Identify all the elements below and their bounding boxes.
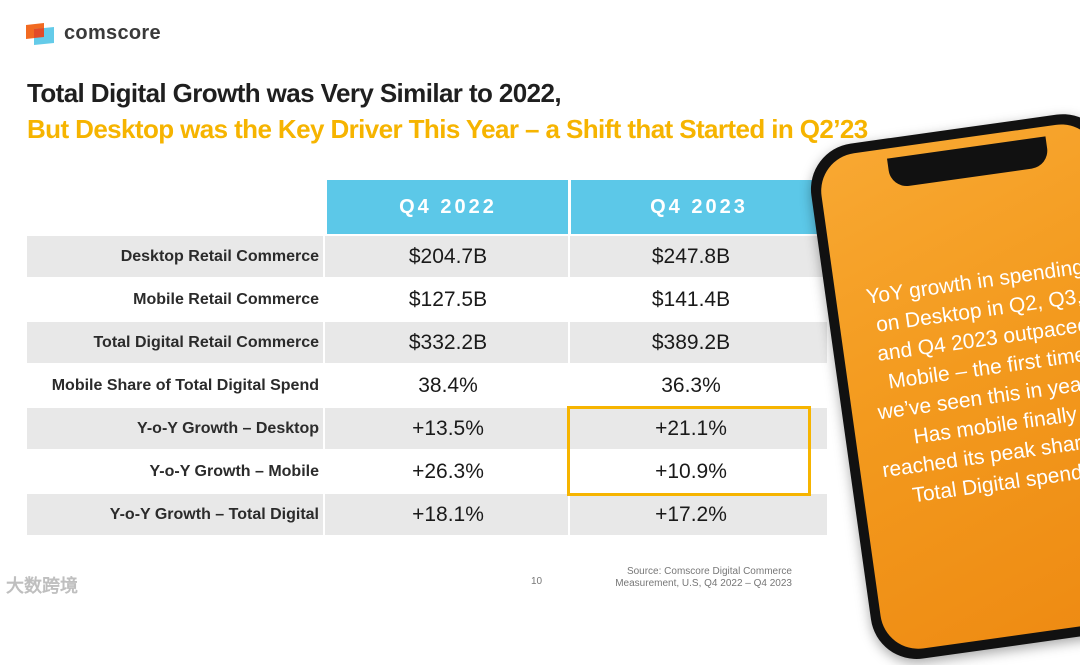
column-divider — [568, 180, 570, 537]
table-row: Mobile Share of Total Digital Spend 38.4… — [27, 365, 827, 406]
cell-q4-2023: $389.2B — [651, 330, 731, 354]
page-subtitle: But Desktop was the Key Driver This Year… — [27, 114, 868, 144]
row-label: Y-o-Y Growth – Mobile — [149, 462, 320, 480]
cell-q4-2022: $127.5B — [408, 287, 488, 311]
cell-q4-2022: +13.5% — [412, 416, 484, 440]
row-label: Y-o-Y Growth – Total Digital — [109, 505, 319, 523]
row-label: Y-o-Y Growth – Desktop — [137, 419, 319, 437]
cell-q4-2023: 36.3% — [661, 373, 721, 397]
cell-q4-2022: +26.3% — [412, 459, 484, 483]
cell-q4-2023: $141.4B — [651, 287, 731, 311]
cell-q4-2023: +10.9% — [655, 459, 727, 483]
table-row: Y-o-Y Growth – Desktop +13.5% +21.1% — [27, 408, 827, 449]
cell-q4-2022: +18.1% — [412, 502, 484, 526]
source-line-1: Source: Comscore Digital Commerce — [626, 566, 792, 577]
table-row: Mobile Retail Commerce $127.5B $141.4B — [27, 279, 827, 320]
cell-q4-2023: +17.2% — [655, 502, 727, 526]
growth-highlight-box — [567, 406, 811, 496]
brand-name: comscore — [64, 22, 161, 44]
watermark: 大数跨境 — [6, 576, 78, 596]
table-row: Desktop Retail Commerce $204.7B $247.8B — [27, 236, 827, 277]
table-row: Y-o-Y Growth – Mobile +26.3% +10.9% — [27, 451, 827, 492]
row-label: Total Digital Retail Commerce — [93, 333, 319, 351]
cell-q4-2022: 38.4% — [418, 373, 478, 397]
row-label: Mobile Retail Commerce — [133, 290, 319, 308]
row-label: Mobile Share of Total Digital Spend — [51, 376, 319, 394]
table-row: Y-o-Y Growth – Total Digital +18.1% +17.… — [27, 494, 827, 535]
column-header-q4-2023: Q4 2023 — [571, 180, 827, 234]
phone-callout: YoY growth in spending on Desktop in Q2,… — [805, 108, 1080, 665]
cell-q4-2023: $247.8B — [651, 244, 731, 268]
row-label: Desktop Retail Commerce — [120, 247, 319, 265]
phone-notch — [887, 136, 1050, 189]
table-row: Total Digital Retail Commerce $332.2B $3… — [27, 322, 827, 363]
page-title: Total Digital Growth was Very Similar to… — [27, 78, 562, 108]
source-note: Source: Comscore Digital Commerce Measur… — [615, 566, 792, 590]
source-line-2: Measurement, U.S, Q4 2022 – Q4 2023 — [615, 578, 792, 589]
page-number: 10 — [531, 576, 543, 587]
comscore-logo: comscore — [26, 22, 161, 45]
cell-q4-2022: $204.7B — [408, 244, 488, 268]
comscore-logo-icon — [26, 22, 54, 45]
callout-text: YoY growth in spending on Desktop in Q2,… — [864, 255, 1080, 508]
cell-q4-2023: +21.1% — [655, 416, 727, 440]
phone-screen: YoY growth in spending on Desktop in Q2,… — [816, 119, 1080, 654]
cell-q4-2022: $332.2B — [408, 330, 488, 354]
column-header-q4-2022: Q4 2022 — [327, 180, 569, 234]
column-divider — [323, 180, 325, 537]
